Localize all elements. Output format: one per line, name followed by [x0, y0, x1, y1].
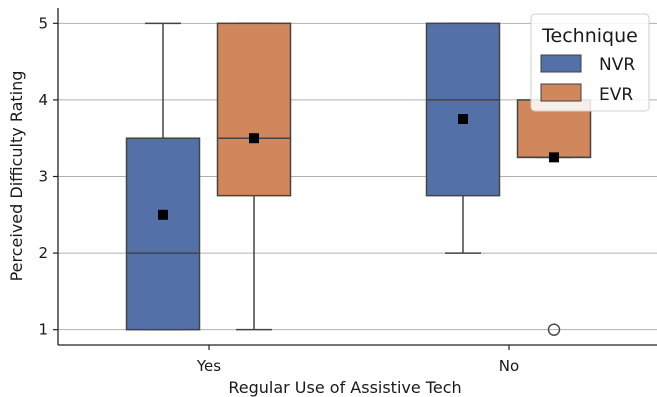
y-axis-title: Perceived Difficulty Rating [7, 71, 26, 282]
iqr-box-nvr-yes [125, 137, 201, 331]
iqr-box-evr-yes [216, 22, 292, 197]
y-ticks: 1 2 3 4 5 [38, 14, 58, 339]
box-evr-no [516, 99, 592, 336]
legend: Technique NVR EVR [530, 13, 650, 112]
x-tick-label-yes: Yes [196, 357, 221, 375]
boxes [125, 22, 592, 336]
legend-label-evr: EVR [599, 85, 633, 105]
legend-title: Technique [541, 25, 638, 47]
y-tick-label-2: 2 [38, 244, 48, 262]
mean-marker-evr-yes [249, 133, 259, 144]
mean-marker-evr-no [549, 152, 559, 163]
x-axis-title: Regular Use of Assistive Tech [228, 378, 461, 397]
y-tick-label-1: 1 [38, 321, 48, 339]
iqr-box-nvr-no [425, 22, 501, 197]
x-ticks: Yes No [196, 345, 519, 375]
y-tick-label-3: 3 [38, 168, 48, 186]
y-tick-label-4: 4 [38, 91, 48, 109]
outlier-evr-no-0 [547, 323, 561, 336]
mean-marker-nvr-yes [158, 209, 168, 220]
box-nvr-no [425, 22, 501, 254]
box-evr-yes [216, 22, 292, 331]
legend-swatch-nvr [540, 54, 582, 73]
legend-swatch-evr [540, 83, 582, 102]
y-tick-label-5: 5 [38, 14, 48, 32]
mean-marker-nvr-no [458, 114, 468, 125]
x-tick-label-no: No [499, 357, 519, 375]
box-nvr-yes [125, 22, 201, 331]
legend-label-nvr: NVR [599, 55, 635, 75]
